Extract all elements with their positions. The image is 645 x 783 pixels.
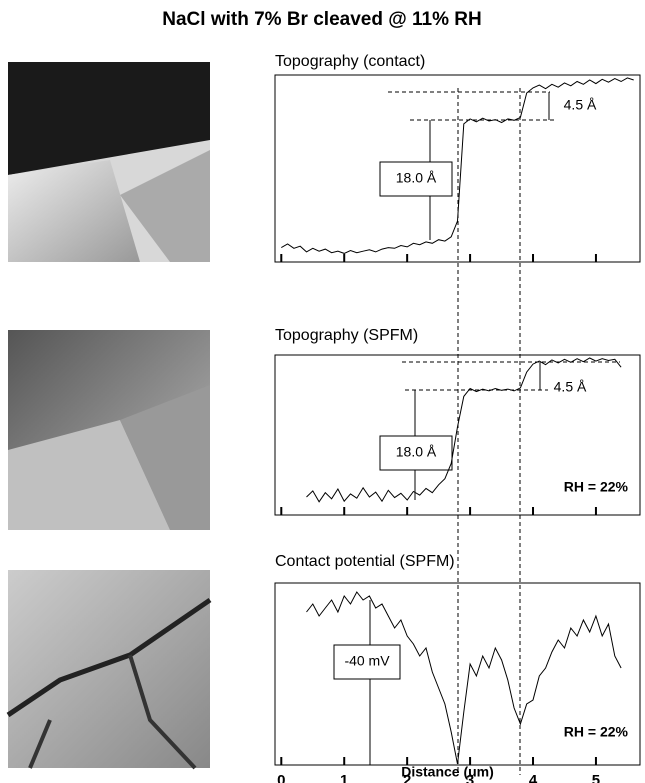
afm-image: [8, 570, 210, 768]
annotation: -40 mV: [344, 653, 390, 669]
annotation: RH = 22%: [564, 724, 629, 740]
chart-title: Contact potential (SPFM): [275, 553, 455, 570]
annotation: 4.5 Å: [564, 97, 597, 113]
chart-title: Topography (SPFM): [275, 327, 418, 344]
annotation: 18.0 Å: [396, 170, 437, 186]
annotation: 4.5 Å: [554, 379, 587, 395]
figure: NaCl with 7% Br cleaved @ 11% RH Topogra…: [0, 0, 645, 783]
annotation: 18.0 Å: [396, 444, 437, 460]
x-tick-label: 1: [340, 772, 348, 783]
chart-title: Topography (contact): [275, 53, 425, 70]
annotation: RH = 22%: [564, 479, 629, 495]
afm-image: [8, 62, 210, 262]
x-tick-label: 0: [277, 772, 285, 783]
x-axis-label: Distance (um): [401, 764, 494, 780]
guide-lines: [334, 88, 620, 775]
afm-image: [8, 330, 210, 530]
figure-title: NaCl with 7% Br cleaved @ 11% RH: [162, 9, 481, 30]
x-tick-label: 4: [529, 772, 538, 783]
x-tick-label: 5: [592, 772, 600, 783]
